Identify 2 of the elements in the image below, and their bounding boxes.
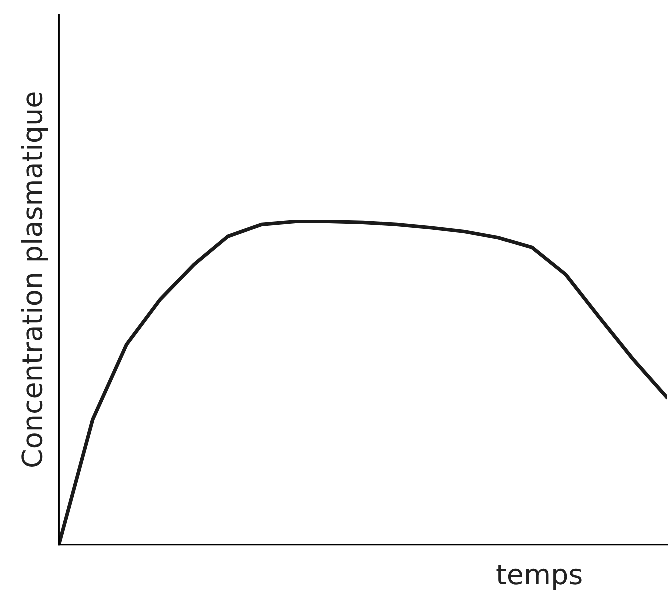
x-axis-title: temps	[496, 564, 582, 590]
y-axis-title: Concentration plasmatique	[21, 92, 48, 467]
